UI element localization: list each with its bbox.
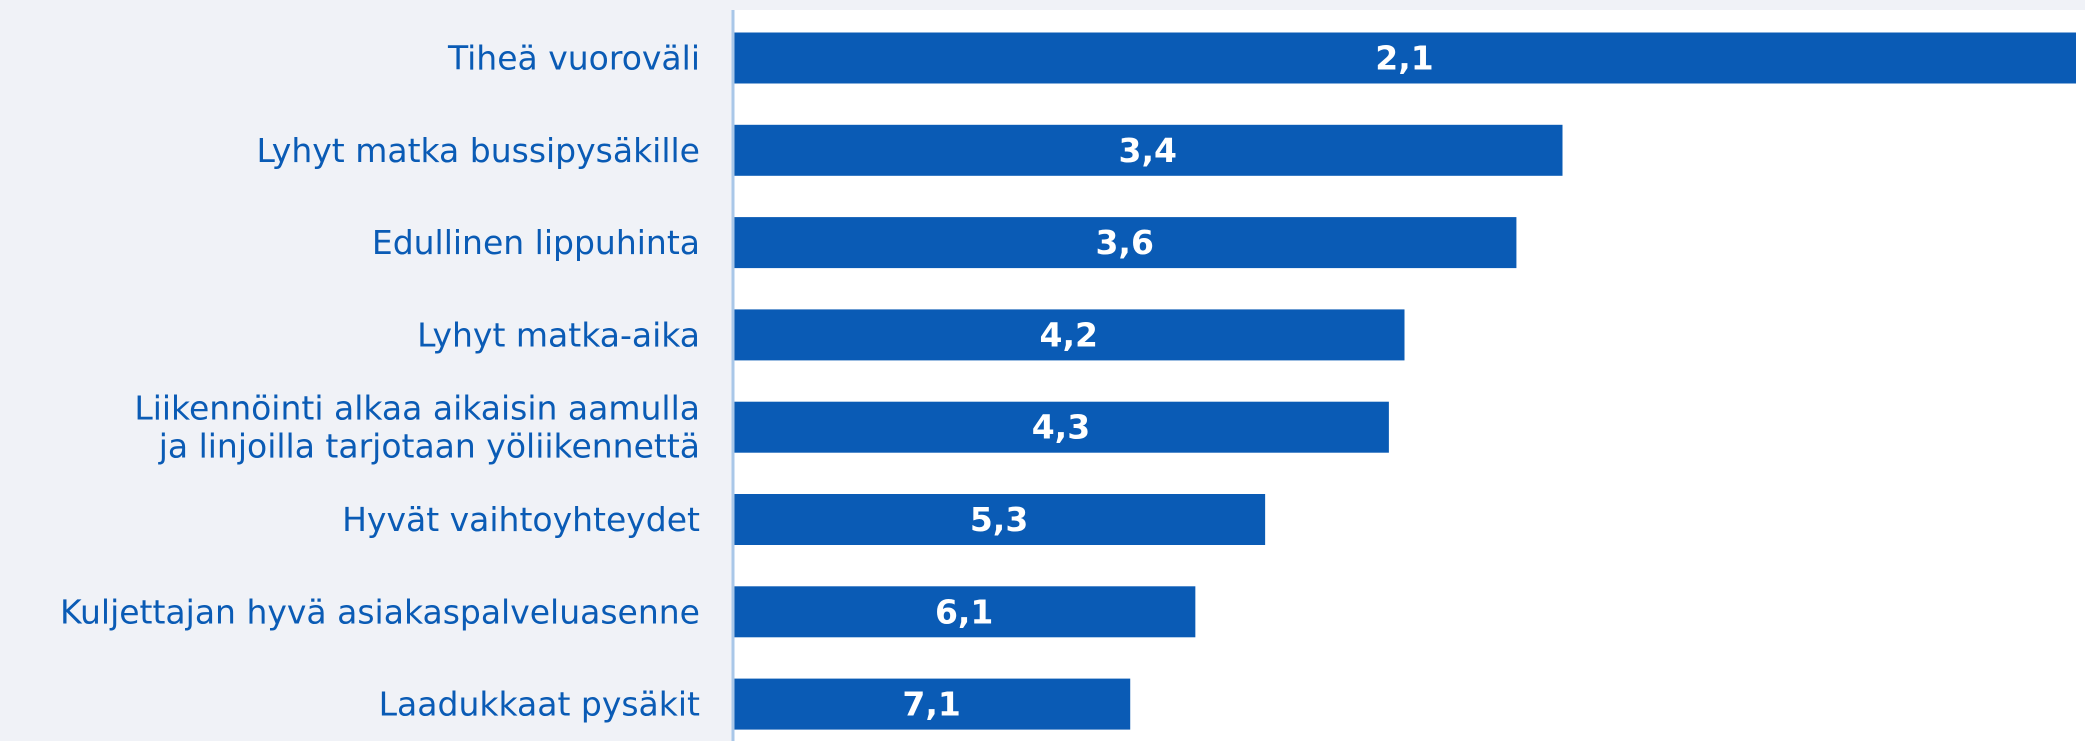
category-label: Laadukkaat pysäkit (379, 685, 700, 724)
category-label-line: Tiheä vuoroväli (447, 39, 700, 78)
category-label-line: ja linjoilla tarjotaan yöliikennettä (158, 427, 700, 466)
category-label-line: Hyvät vaihtoyhteydet (342, 500, 700, 539)
bar (733, 401, 1389, 453)
bar (733, 494, 1266, 545)
category-label: Tiheä vuoroväli (447, 39, 700, 78)
category-label: Lyhyt matka-aika (417, 315, 700, 354)
value-label: 6,1 (935, 592, 993, 631)
value-label: 7,1 (902, 685, 960, 724)
bar (733, 217, 1517, 269)
value-label: 4,3 (1032, 408, 1090, 447)
value-label: 5,3 (970, 500, 1028, 539)
category-label-line: Kuljettajan hyvä asiakaspalveluasenne (60, 592, 700, 631)
category-label-line: Laadukkaat pysäkit (379, 685, 700, 724)
category-labels-group: Tiheä vuoroväli Lyhyt matka bussipysäkill… (60, 39, 700, 724)
value-labels-group: 2,1 3,4 3,6 4,2 4,3 5,3 6,1 7,1 (902, 39, 1433, 724)
value-label: 3,6 (1095, 223, 1153, 262)
category-label: Kuljettajan hyvä asiakaspalveluasenne (60, 592, 700, 631)
category-label-line: Edullinen lippuhinta (372, 223, 700, 262)
category-label-line: Lyhyt matka bussipysäkille (256, 131, 700, 170)
value-label: 2,1 (1375, 39, 1433, 78)
bar (733, 32, 2076, 84)
bar (733, 678, 1131, 730)
value-label: 3,4 (1119, 131, 1177, 170)
bars-group (733, 32, 2076, 730)
bar (733, 586, 1196, 638)
category-label: Hyvät vaihtoyhteydet (342, 500, 700, 539)
category-label: Liikennöinti alkaa aikaisin aamulla ja li… (134, 389, 700, 466)
bar (733, 309, 1405, 361)
bar (733, 124, 1563, 176)
category-label: Edullinen lippuhinta (372, 223, 700, 262)
category-label-line: Liikennöinti alkaa aikaisin aamulla (134, 389, 700, 428)
category-label-line: Lyhyt matka-aika (417, 315, 700, 354)
category-label: Lyhyt matka bussipysäkille (256, 131, 700, 170)
value-label: 4,2 (1040, 315, 1098, 354)
